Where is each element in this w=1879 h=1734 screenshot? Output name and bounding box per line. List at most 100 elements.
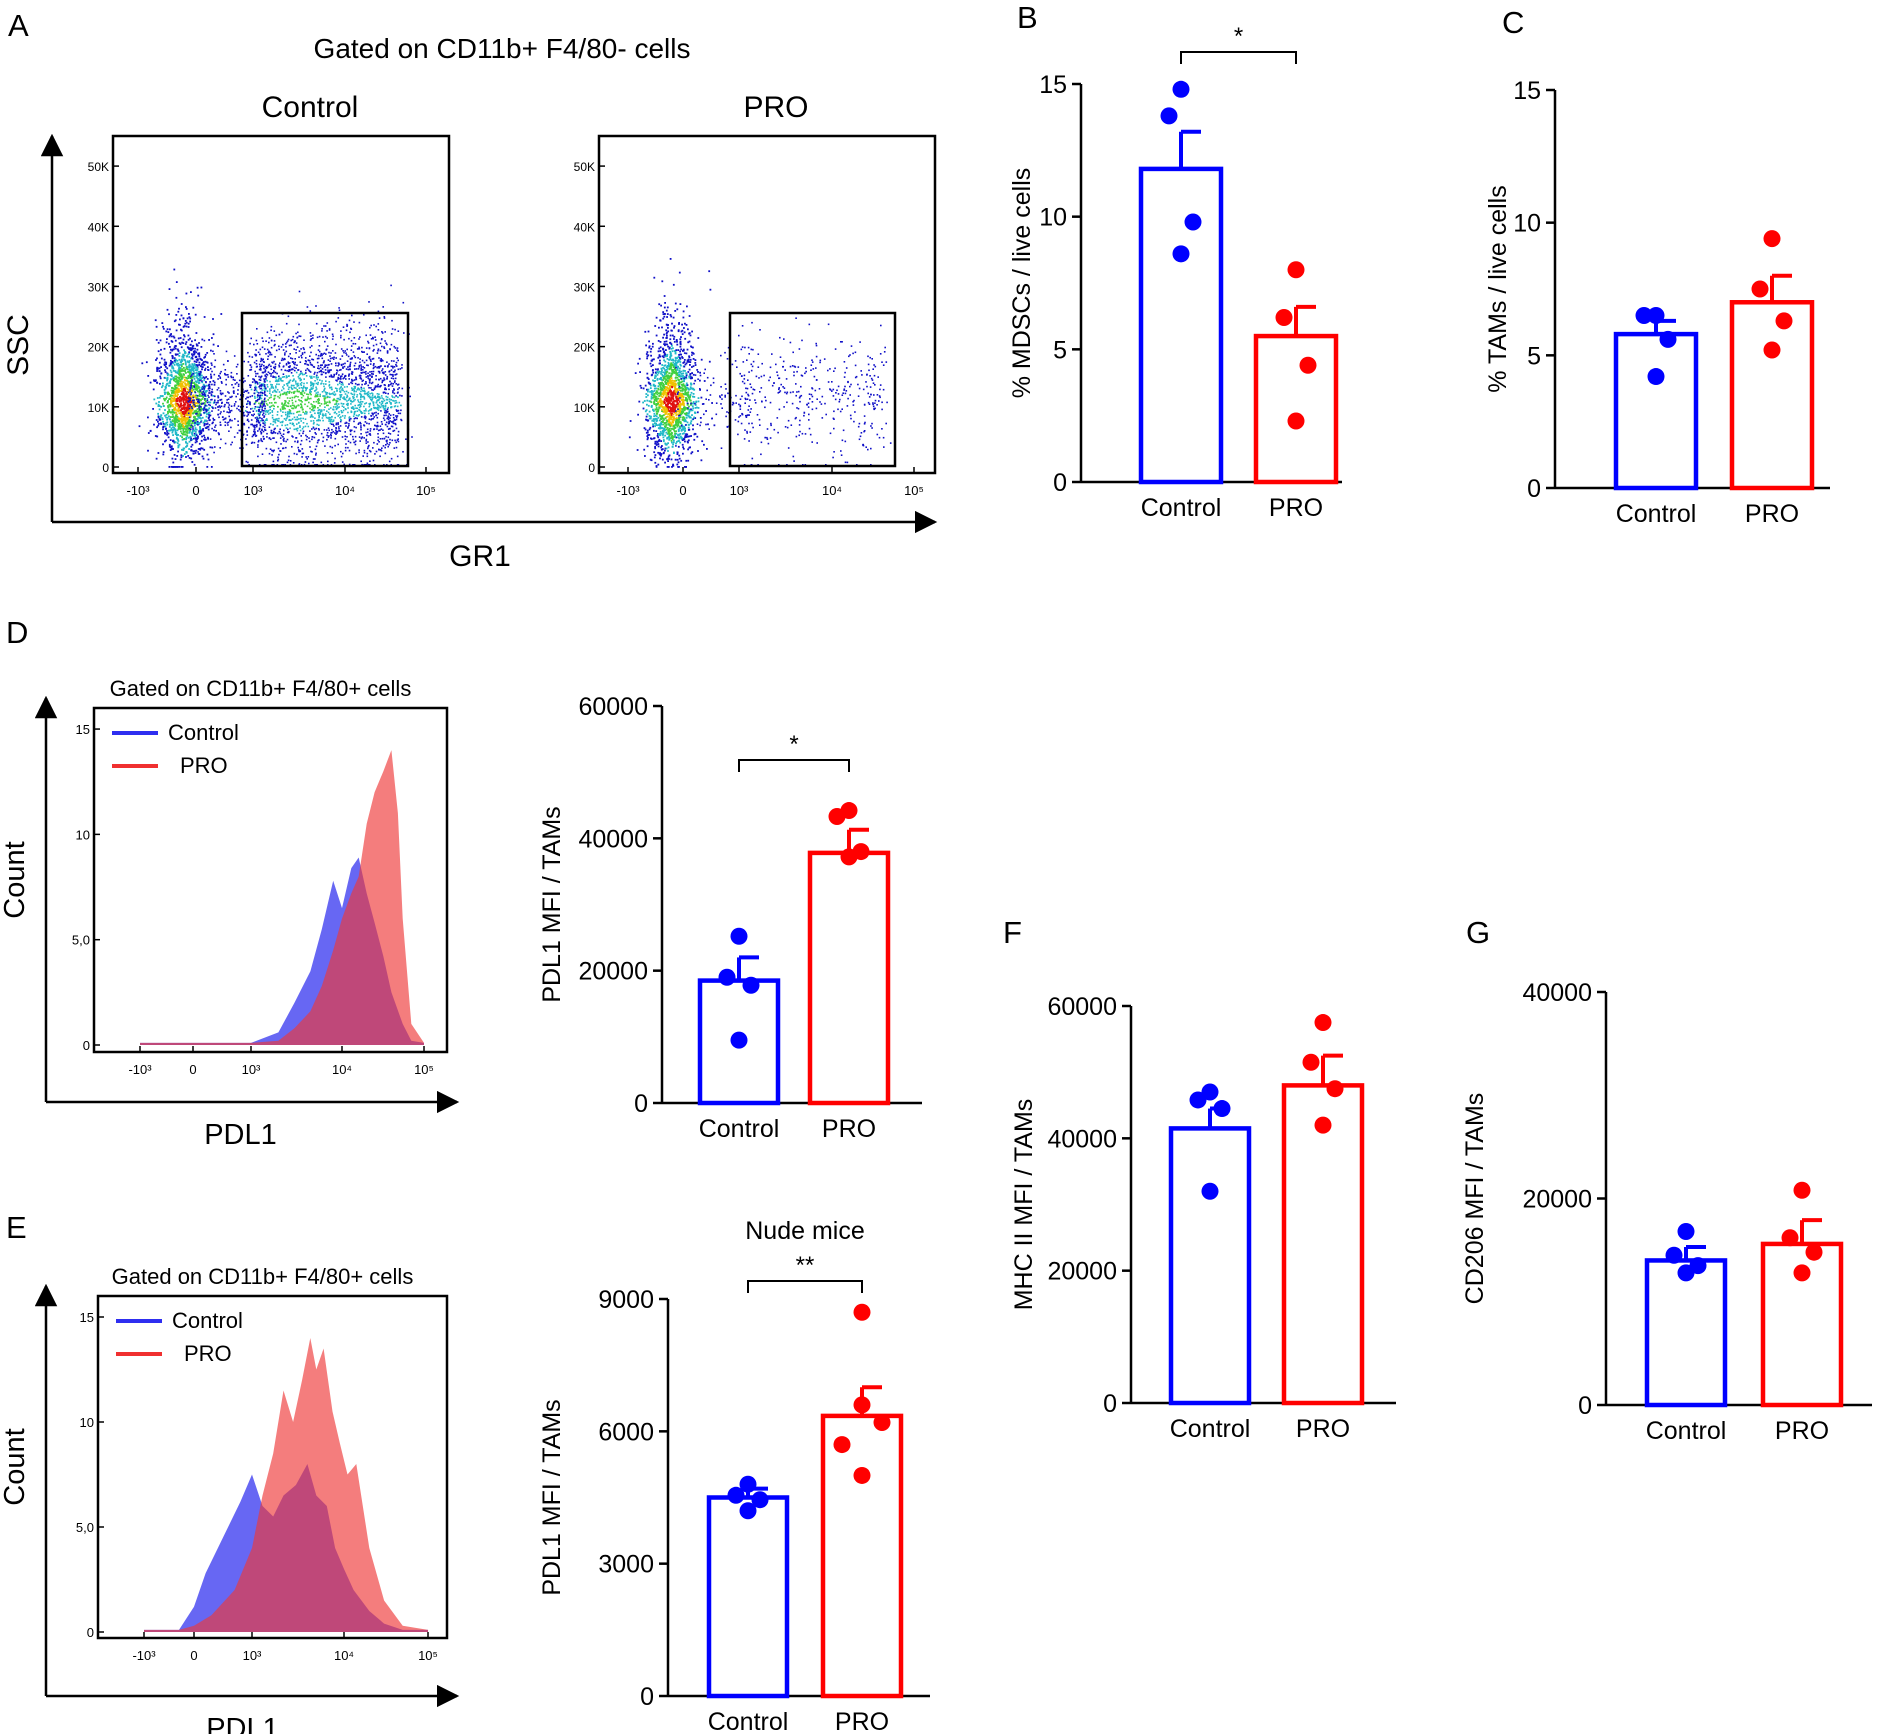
panel-a-control-event <box>186 392 188 394</box>
panel-a-control-event <box>168 288 171 290</box>
panel-a-pro-event <box>690 452 693 455</box>
panel-a-control-event <box>304 363 306 365</box>
panel-a-control-event <box>169 424 172 427</box>
panel-a-control-event <box>235 401 237 403</box>
panel-a-control-event <box>315 395 317 398</box>
panel-a-control-event <box>395 361 398 364</box>
panel-letter-e: E <box>6 1210 27 1245</box>
panel-a-control-event <box>179 412 182 415</box>
panel-a-control-event <box>171 348 174 351</box>
panel-a-control-event <box>181 448 183 451</box>
panel-a-control-event <box>246 431 248 433</box>
panel-a-control-event <box>284 407 286 410</box>
panel-a-control-event <box>183 334 185 336</box>
panel-a-control-event <box>279 394 282 397</box>
panel-a-control-event <box>178 400 181 403</box>
panel-a-control-event <box>191 407 193 410</box>
panel-a-control-event <box>270 365 272 368</box>
panel-a-control-event <box>259 391 262 394</box>
panel-a-pro-event <box>688 435 691 438</box>
panel-a-control-event <box>361 401 364 403</box>
panel-a-control-event <box>201 368 203 371</box>
panel-a-control-event <box>185 436 188 439</box>
panel-a-control-event <box>281 376 284 378</box>
panel-a-control-event <box>341 436 344 438</box>
panel-a-control-event <box>186 411 189 414</box>
panel-a-control-event <box>344 350 346 352</box>
panel-a-control-event <box>380 358 382 360</box>
panel-a-control-event <box>245 390 248 393</box>
panel-a-control-event <box>381 400 383 403</box>
panel-a-control-event <box>289 460 292 462</box>
panel-a-control-event <box>288 392 290 394</box>
panel-a-control-event <box>192 306 195 309</box>
panel-a-control-event <box>257 351 260 354</box>
panel-a-control-event <box>288 375 290 377</box>
panel-a-control-event <box>280 434 283 437</box>
panel-a-control-event <box>177 425 180 428</box>
panel-a-control-event <box>328 401 330 404</box>
panel-a-control-event <box>251 356 254 358</box>
panel-a-control-event <box>338 307 340 309</box>
panel-a-control-event <box>326 438 328 441</box>
panel-a-control-event <box>249 411 251 414</box>
panel-a-control-event <box>210 399 212 401</box>
panel-a-control-event <box>342 377 344 380</box>
panel-a-control-event <box>159 353 162 356</box>
panel-a-control-event <box>363 416 366 419</box>
panel-a-control-event <box>290 339 292 342</box>
panel-a-pro-event <box>671 379 673 382</box>
panel-a-control-event <box>179 423 181 425</box>
panel-a-control-event <box>309 388 311 391</box>
panel-a-control-event <box>389 417 391 419</box>
panel-a-control-event <box>260 357 263 360</box>
panel-a-control-event <box>174 425 177 427</box>
panel-a-control-event <box>265 418 268 420</box>
panel-a-pro-event <box>660 448 663 451</box>
panel-a-control-event <box>349 441 352 444</box>
panel-a-control-event <box>174 371 177 374</box>
panel-a-pro-event <box>666 313 669 315</box>
panel-a-control-event <box>246 430 248 432</box>
panel-a-control-event <box>301 352 304 354</box>
panel-a-control-event <box>369 460 371 462</box>
panel-a-pro-event <box>687 408 689 411</box>
panel-a-control-event <box>382 432 385 435</box>
panel-a-control-event <box>179 382 182 385</box>
panel-a-control-event <box>310 397 312 400</box>
panel-a-control-event <box>354 410 357 413</box>
panel-a-control-event <box>276 388 279 391</box>
panel-a-control-event <box>258 428 261 431</box>
panel-a-control-event <box>257 421 260 423</box>
panel-a-control-event <box>300 370 302 373</box>
panel-a-control-event <box>195 358 198 361</box>
panel-a-control-event <box>219 447 221 449</box>
panel-a-control-event <box>262 402 264 404</box>
panel-a-control-event <box>162 325 164 328</box>
panel-a-control-event <box>346 385 348 388</box>
panel-a-control-event <box>200 395 203 397</box>
panel-a-control-event <box>203 364 205 366</box>
panel-a-control-event <box>380 403 383 405</box>
panel-a-control-event <box>311 358 313 361</box>
panel-a-control-event <box>177 391 180 393</box>
panel-a-control-event <box>296 346 299 348</box>
panel-a-control-event <box>322 440 324 443</box>
panel-a-control-event <box>260 376 262 378</box>
panel-a-control-event <box>326 434 328 437</box>
panel-a-control-event <box>379 455 381 458</box>
panel-a-control-event <box>189 317 192 320</box>
panel-a-control-event <box>378 372 381 374</box>
panel-a-control-event <box>302 426 305 428</box>
panel-a-control-event <box>313 373 316 375</box>
panel-a-control-event <box>348 337 350 340</box>
panel-a-control-event <box>174 429 177 432</box>
panel-a-pro-event <box>684 363 687 366</box>
panel-a-control-event <box>193 372 196 374</box>
panel-a-control-event <box>186 427 189 430</box>
panel-a-control-event <box>329 396 331 399</box>
panel-a-control-event <box>168 429 170 432</box>
panel-a-control-event <box>330 375 333 378</box>
panel-a-control-event <box>189 344 192 346</box>
panel-a-pro-event <box>681 375 683 378</box>
